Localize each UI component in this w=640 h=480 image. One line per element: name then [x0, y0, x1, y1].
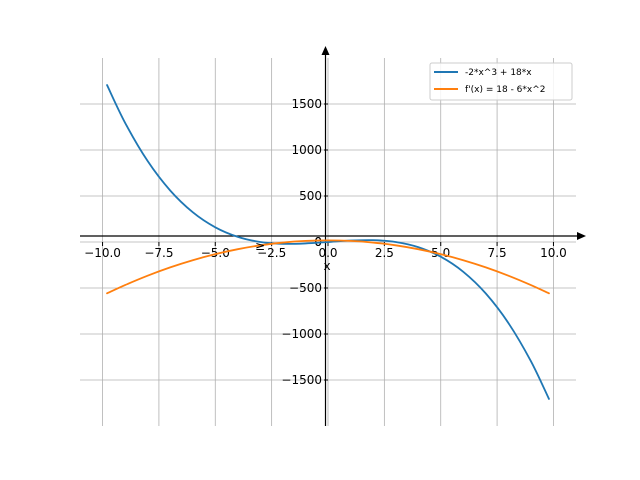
y-tick-label: −1500 [281, 373, 322, 387]
y-axis-arrow [321, 46, 330, 55]
x-tick-label: 10.0 [540, 246, 567, 260]
y-tick-label: 1500 [291, 97, 322, 111]
y-tick-label: −500 [289, 281, 322, 295]
x-tick-label: −7.5 [144, 246, 173, 260]
series-line-2 [106, 239, 550, 295]
y-tick-label: 1000 [291, 143, 322, 157]
y-tick-label: −1000 [281, 327, 322, 341]
x-tick-label: 5.0 [431, 246, 450, 260]
x-tick-label: 0.0 [318, 246, 337, 260]
axes [80, 46, 586, 426]
x-tick-label: −5.0 [201, 246, 230, 260]
series-line-1 [106, 84, 550, 400]
annotation-label: ≥ [255, 239, 265, 253]
series-layer [106, 84, 550, 400]
x-axis-arrow [577, 232, 586, 240]
x-tick-label: 7.5 [488, 246, 507, 260]
x-axis-label: x [323, 259, 330, 273]
x-tick-label: 2.5 [375, 246, 394, 260]
legend-label-series-1: -2*x^3 + 18*x [465, 68, 532, 78]
legend-frame [429, 62, 573, 101]
x-tick-label: −2.5 [257, 246, 286, 260]
x-tick-label: −10.0 [84, 246, 121, 260]
legend-label-series-2: f'(x) = 18 - 6*x^2 [465, 85, 546, 95]
ticks: −10.0 −7.5 −5.0 −2.5 0.0 2.5 5.0 7.5 10.0 −1500 −1… [84, 97, 567, 387]
y-tick-label: 500 [299, 189, 322, 203]
legend: -2*x^3 + 18*x f'(x) = 18 - 6*x^2 [429, 62, 573, 101]
